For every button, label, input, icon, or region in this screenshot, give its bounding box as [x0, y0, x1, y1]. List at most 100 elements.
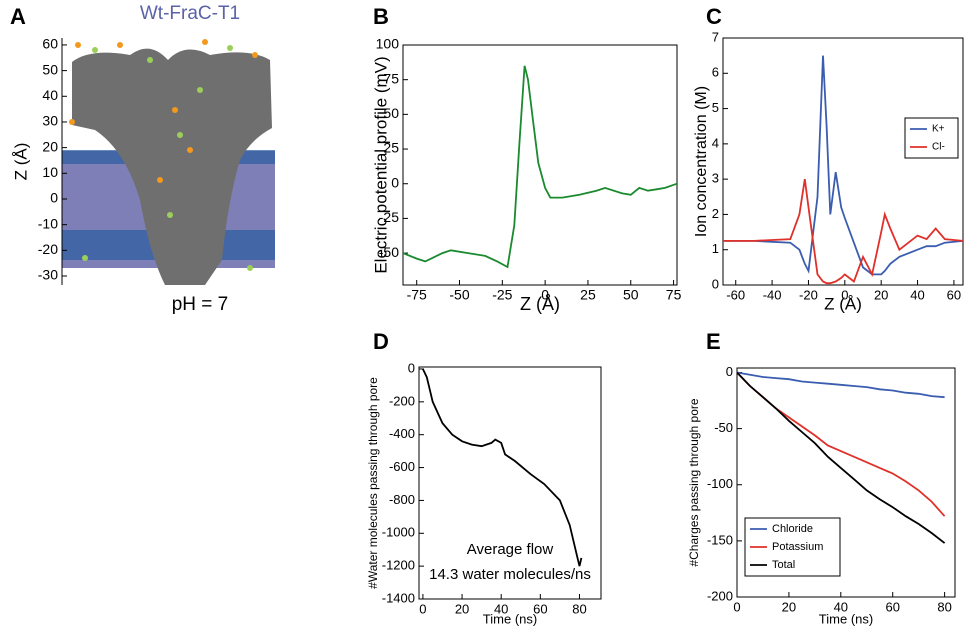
x-tick-label: 20 [874, 287, 888, 302]
y-tick-label: 0 [726, 364, 733, 379]
data-line [723, 178, 964, 285]
panel-title: Wt-FraC-T1 [140, 3, 240, 24]
y-tick-label: 25 [383, 140, 399, 156]
y-tick-label: 75 [383, 70, 399, 86]
y-tick-label: -50 [714, 420, 733, 435]
y-tick-label: -200 [707, 588, 733, 603]
x-tick-label: 25 [580, 287, 596, 303]
x-tick-label: 0 [733, 599, 740, 614]
data-line [736, 371, 945, 399]
x-tick-label: -40 [763, 287, 782, 302]
y-tick-label: 1 [712, 241, 719, 256]
y-tick-label: -25 [379, 209, 399, 225]
pore-image [62, 38, 275, 285]
y-tick-label: -200 [389, 393, 415, 408]
y-tick-label: 10 [42, 164, 58, 180]
y-tick-label: 30 [42, 113, 58, 129]
legend-label: Cl- [932, 142, 945, 153]
plot-frame [418, 366, 602, 600]
data-line [402, 65, 678, 269]
y-tick-label: 0 [712, 276, 719, 291]
y-tick-label: -30 [38, 267, 58, 283]
x-tick-label: 40 [494, 601, 508, 616]
x-tick-label: 0 [419, 601, 426, 616]
y-tick-label: -20 [38, 241, 58, 257]
pore-surface [72, 48, 272, 285]
annotation: Average flow [467, 541, 554, 558]
x-tick-label: 60 [885, 599, 899, 614]
legend-label: Chloride [772, 523, 813, 535]
y-tick-label: 5 [712, 100, 719, 115]
legend-label: Potassium [772, 541, 823, 553]
y-axis-label: Z (Å) [11, 143, 30, 181]
plot-frame [736, 367, 956, 598]
legend-label: K+ [932, 124, 945, 135]
y-axis-label: Electric potential profile (mV) [371, 56, 390, 273]
annotation: 14.3 water molecules/ns [429, 566, 591, 583]
x-axis-label: Time (ns) [483, 611, 537, 626]
y-tick-label: 0 [408, 360, 415, 375]
y-tick-label: -400 [389, 426, 415, 441]
x-axis-label: Time (ns) [819, 611, 873, 626]
x-tick-label: 60 [533, 601, 547, 616]
x-tick-label: 40 [834, 599, 848, 614]
y-tick-label: -50 [379, 244, 399, 260]
y-tick-label: 50 [42, 61, 58, 77]
y-tick-label: -800 [389, 492, 415, 507]
x-tick-label: -25 [492, 287, 512, 303]
y-tick-label: -10 [38, 215, 58, 231]
y-tick-label: 4 [712, 135, 719, 150]
x-axis-label: Z (Å) [520, 294, 560, 314]
panel-letter: E [706, 329, 721, 354]
ions [82, 45, 253, 271]
x-tick-label: 75 [666, 287, 682, 303]
y-tick-label: 60 [42, 36, 58, 52]
legend-box [904, 117, 959, 159]
x-tick-label: 20 [782, 599, 796, 614]
x-tick-label: 20 [455, 601, 469, 616]
panel-letter: A [10, 4, 26, 29]
caption: pH = 7 [172, 294, 229, 315]
y-tick-label: 3 [712, 171, 719, 186]
y-axis-label: Ion concentration (M) [693, 86, 710, 237]
x-tick-label: 0 [841, 287, 848, 302]
panel-letter: C [706, 4, 722, 29]
data-line [736, 371, 946, 544]
y-tick-label: 0 [50, 190, 58, 206]
panel-letter: D [373, 329, 389, 354]
x-tick-label: -75 [407, 287, 427, 303]
y-tick-label: -1400 [382, 590, 415, 605]
x-tick-label: 60 [947, 287, 961, 302]
y-tick-label: -600 [389, 459, 415, 474]
y-tick-label: -150 [707, 532, 733, 547]
y-tick-label: 20 [42, 138, 58, 154]
data-line [422, 368, 583, 567]
legend-label: Total [772, 559, 795, 571]
y-tick-label: -1200 [382, 558, 415, 573]
panel-letter: B [373, 4, 389, 29]
x-tick-label: -50 [449, 287, 469, 303]
y-tick-label: -1000 [382, 525, 415, 540]
y-axis-label: #Water molecules passing through pore [366, 377, 380, 589]
y-tick-label: 50 [383, 105, 399, 121]
x-tick-label: 80 [937, 599, 951, 614]
x-tick-label: -20 [799, 287, 818, 302]
y-tick-label: 40 [42, 87, 58, 103]
x-tick-label: 0 [541, 287, 549, 303]
y-tick-label: -100 [707, 476, 733, 491]
y-tick-label: 6 [712, 65, 719, 80]
x-tick-label: 40 [910, 287, 924, 302]
y-axis-label: #Charges passing through pore [687, 398, 701, 566]
x-tick-label: 80 [572, 601, 586, 616]
data-line [723, 55, 964, 276]
ions [69, 39, 258, 183]
y-tick-label: 0 [391, 174, 399, 190]
y-tick-label: 2 [712, 206, 719, 221]
plot-frame [402, 44, 678, 286]
x-tick-label: 50 [623, 287, 639, 303]
x-tick-label: -60 [726, 287, 745, 302]
y-tick-label: 7 [712, 29, 719, 44]
y-tick-label: 100 [376, 36, 400, 52]
